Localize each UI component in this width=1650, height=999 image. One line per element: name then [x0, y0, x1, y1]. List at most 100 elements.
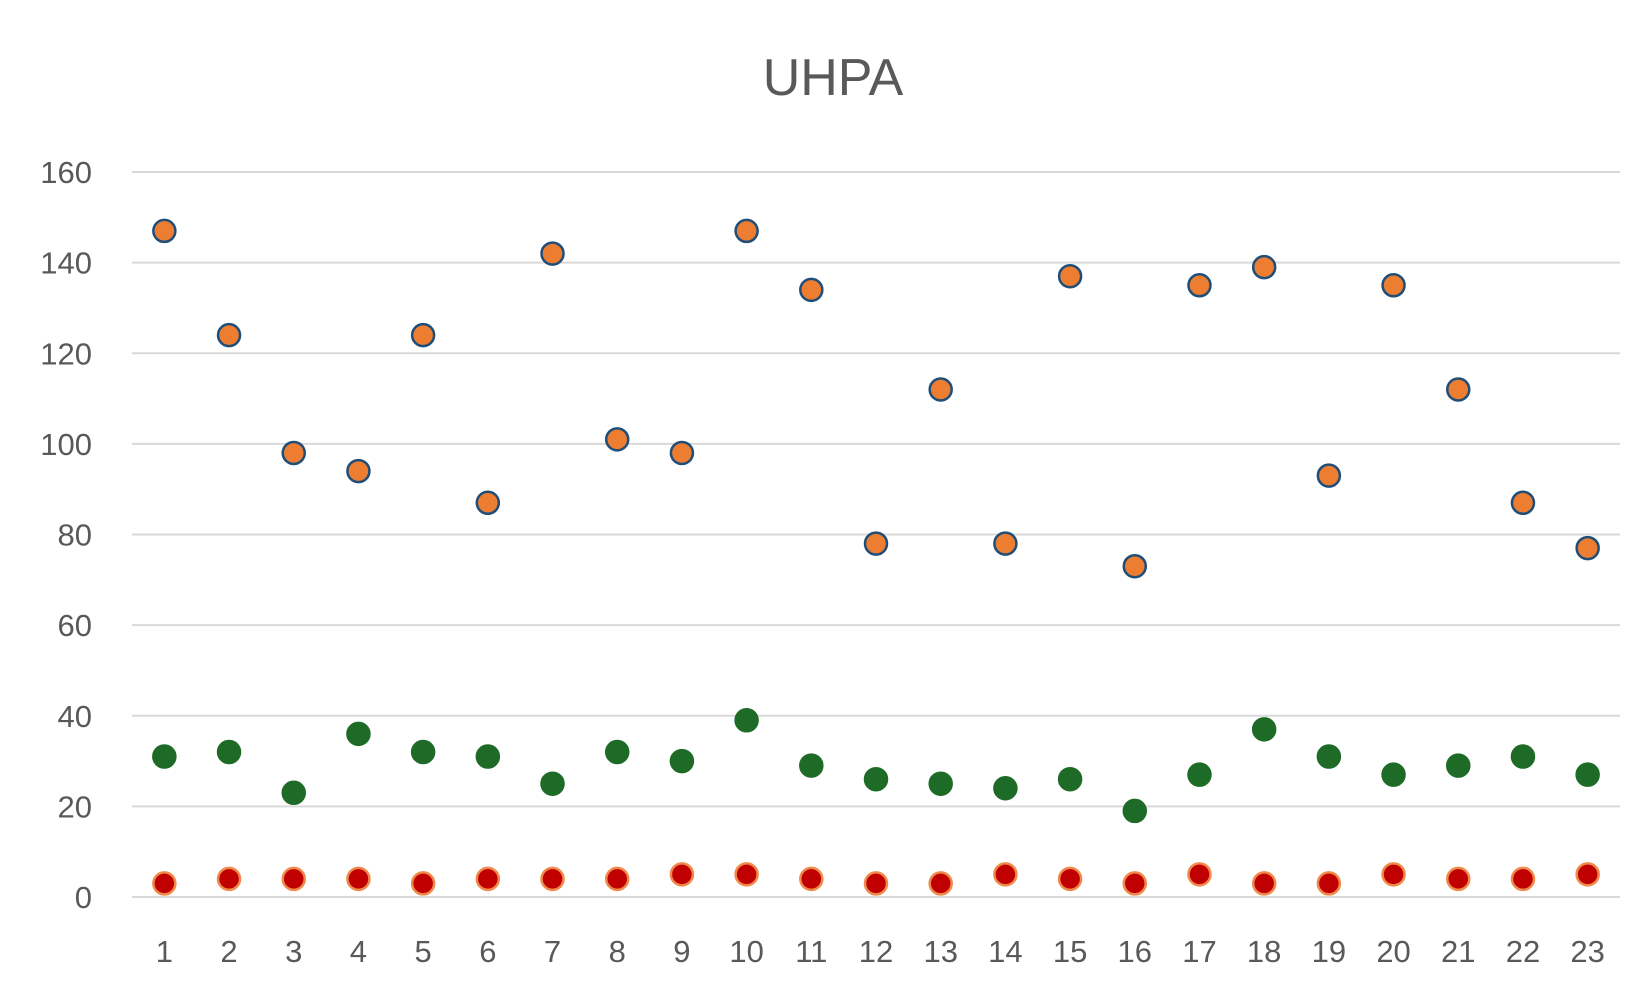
- x-tick-label: 9: [673, 934, 690, 969]
- data-point: [604, 739, 630, 765]
- data-point: [1575, 535, 1600, 561]
- x-tick-label: 4: [350, 934, 367, 969]
- data-point: [346, 721, 371, 747]
- data-point: [281, 780, 306, 806]
- data-point: [1057, 263, 1083, 289]
- data-point: [475, 744, 501, 769]
- data-point: [1316, 744, 1342, 769]
- y-tick-label: 80: [58, 518, 92, 553]
- data-point: [216, 866, 242, 892]
- x-tick-label: 14: [988, 934, 1022, 969]
- data-point: [669, 748, 695, 774]
- data-point: [1122, 871, 1148, 896]
- data-point: [1575, 862, 1600, 887]
- x-tick-label: 2: [220, 934, 237, 969]
- data-point: [152, 744, 177, 769]
- data-point: [993, 776, 1018, 801]
- data-point: [152, 871, 177, 896]
- x-tick-label: 7: [544, 934, 561, 969]
- data-point: [410, 871, 436, 896]
- data-point: [1187, 762, 1212, 787]
- data-point: [1575, 762, 1600, 787]
- x-tick-label: 23: [1570, 934, 1604, 969]
- y-axis-tick-labels: 0 20 40 60 80 100 120 140 160: [40, 155, 92, 915]
- data-point: [281, 440, 306, 466]
- data-point: [799, 277, 824, 303]
- chart-title: UHPA: [763, 49, 904, 107]
- y-tick-label: 120: [40, 336, 92, 371]
- x-tick-label: 18: [1247, 934, 1281, 969]
- data-point: [475, 490, 501, 516]
- data-point: [1187, 862, 1212, 887]
- x-tick-label: 19: [1312, 934, 1346, 969]
- x-tick-label: 13: [923, 934, 957, 969]
- x-tick-label: 15: [1053, 934, 1087, 969]
- data-point: [540, 866, 565, 892]
- data-point: [928, 771, 953, 796]
- series-3: [152, 862, 1600, 896]
- data-point: [993, 862, 1018, 887]
- data-point: [410, 739, 436, 765]
- data-point: [604, 427, 630, 452]
- data-point: [540, 241, 565, 266]
- data-point: [216, 322, 242, 348]
- data-point: [1381, 862, 1406, 887]
- data-point: [1251, 717, 1277, 742]
- data-point: [1446, 866, 1471, 892]
- data-point: [863, 766, 889, 792]
- data-point: [475, 866, 501, 892]
- data-point: [799, 866, 824, 892]
- data-point: [152, 218, 177, 244]
- x-tick-label: 17: [1182, 934, 1216, 969]
- data-point: [669, 862, 695, 887]
- x-tick-label: 1: [156, 934, 173, 969]
- x-tick-label: 10: [729, 934, 763, 969]
- x-tick-label: 16: [1118, 934, 1152, 969]
- data-point: [1316, 871, 1342, 896]
- data-point: [799, 753, 824, 778]
- data-point: [863, 871, 889, 896]
- data-point: [669, 440, 695, 466]
- series-1: [152, 218, 1600, 579]
- data-point: [1057, 866, 1083, 892]
- data-point: [734, 862, 759, 887]
- x-tick-label: 5: [415, 934, 432, 969]
- data-point: [216, 739, 242, 765]
- y-tick-label: 40: [58, 699, 92, 734]
- data-point: [540, 771, 565, 796]
- data-point: [1187, 273, 1212, 298]
- data-point: [1510, 744, 1536, 769]
- data-point: [1122, 553, 1148, 579]
- data-point: [1381, 273, 1406, 298]
- data-point: [1510, 866, 1536, 892]
- data-point: [1251, 254, 1277, 280]
- y-tick-label: 60: [58, 608, 92, 643]
- data-point: [734, 218, 759, 244]
- data-point: [1057, 766, 1083, 792]
- data-point: [928, 377, 953, 402]
- data-point: [346, 866, 371, 892]
- y-tick-label: 160: [40, 155, 92, 190]
- x-tick-label: 3: [285, 934, 302, 969]
- x-tick-label: 6: [479, 934, 496, 969]
- data-point: [734, 708, 759, 733]
- data-point: [993, 531, 1018, 556]
- data-point: [1251, 871, 1277, 896]
- x-tick-label: 12: [859, 934, 893, 969]
- data-point: [1381, 762, 1406, 787]
- data-point: [410, 322, 436, 348]
- data-points: [152, 218, 1600, 896]
- data-point: [346, 458, 371, 484]
- data-point: [1510, 490, 1536, 516]
- data-point: [863, 531, 889, 556]
- y-tick-label: 140: [40, 246, 92, 281]
- x-tick-label: 21: [1441, 934, 1475, 969]
- x-tick-label: 11: [795, 934, 827, 969]
- x-tick-label: 8: [609, 934, 626, 969]
- data-point: [604, 866, 630, 892]
- series-2: [152, 708, 1600, 824]
- data-point: [1446, 753, 1471, 778]
- y-tick-label: 0: [75, 880, 92, 915]
